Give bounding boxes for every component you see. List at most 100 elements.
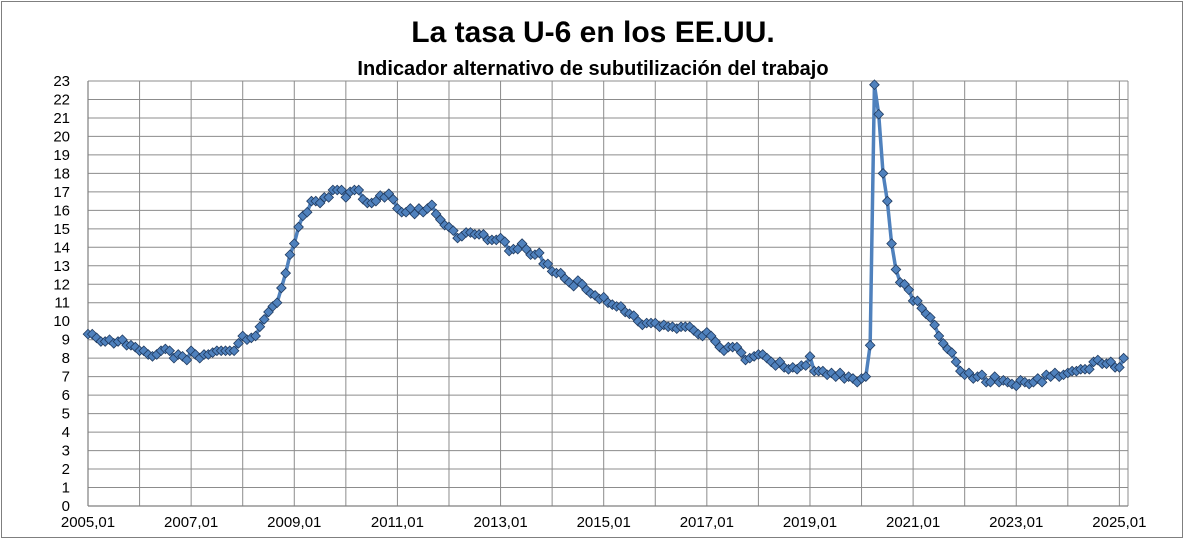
data-point	[847, 373, 859, 384]
y-tick-label: 14	[53, 239, 70, 256]
data-point	[886, 238, 897, 249]
x-tick-label: 2025,01	[1092, 514, 1146, 531]
data-point	[920, 308, 932, 320]
data-point	[301, 206, 313, 218]
data-point	[800, 360, 812, 371]
y-tick-label: 9	[62, 332, 70, 349]
data-point	[912, 295, 923, 307]
y-tick-label: 6	[62, 387, 70, 404]
data-point	[357, 193, 369, 205]
data-point	[542, 258, 554, 270]
y-tick-label: 3	[62, 443, 70, 460]
data-point	[735, 347, 747, 358]
data-point	[447, 225, 459, 237]
x-tick-label: 2013,01	[473, 514, 527, 531]
data-point	[177, 350, 188, 362]
data-point	[873, 108, 885, 120]
data-point	[903, 284, 915, 296]
data-point	[336, 184, 347, 196]
x-tick-label: 2019,01	[783, 514, 837, 531]
x-tick-label: 2021,01	[886, 514, 940, 531]
data-point	[877, 168, 889, 179]
data-point	[869, 79, 880, 91]
chart-subtitle: Indicador alternativo de subutilización …	[357, 58, 829, 80]
y-tick-label: 18	[53, 165, 70, 182]
y-tick-label: 21	[53, 110, 70, 127]
data-point	[250, 330, 261, 342]
data-point	[924, 312, 936, 323]
data-point	[929, 319, 940, 331]
y-tick-label: 11	[54, 295, 70, 312]
data-point	[804, 350, 816, 362]
y-tick-label: 7	[62, 369, 70, 386]
data-point	[288, 238, 300, 249]
y-tick-label: 8	[62, 350, 70, 367]
data-point	[138, 345, 150, 357]
data-point	[1083, 363, 1095, 375]
x-tick-label: 2005,01	[61, 514, 115, 531]
y-tick-label: 15	[53, 221, 70, 238]
y-tick-label: 13	[53, 258, 70, 275]
data-point	[765, 356, 777, 368]
data-point	[271, 297, 283, 309]
data-point	[950, 356, 962, 368]
y-tick-label: 20	[53, 128, 70, 145]
x-tick-label: 2023,01	[989, 514, 1043, 531]
chart-title: La tasa U-6 en los EE.UU.	[411, 16, 775, 49]
data-point	[1118, 352, 1130, 364]
data-point	[817, 365, 829, 377]
x-tick-label: 2011,01	[371, 514, 424, 531]
x-tick-label: 2007,01	[164, 514, 218, 531]
data-point	[91, 332, 102, 344]
y-tick-label: 12	[53, 276, 70, 293]
y-tick-label: 0	[62, 498, 70, 515]
data-point	[164, 345, 175, 357]
data-point	[589, 289, 601, 301]
y-tick-label: 2	[62, 461, 70, 478]
y-tick-label: 10	[53, 313, 70, 330]
data-point	[881, 195, 893, 207]
data-point	[276, 282, 287, 294]
data-point	[1114, 362, 1125, 373]
data-point	[426, 199, 438, 211]
y-tick-label: 17	[53, 184, 70, 201]
x-tick-label: 2017,01	[680, 514, 734, 531]
data-point	[499, 236, 511, 248]
data-point	[976, 369, 988, 381]
data-point	[1049, 367, 1061, 379]
data-point	[284, 249, 296, 261]
data-point	[942, 343, 953, 355]
y-tick-label: 23	[53, 73, 70, 90]
data-point	[228, 345, 240, 357]
data-point	[254, 321, 266, 333]
y-tick-label: 1	[62, 480, 70, 497]
y-tick-label: 16	[53, 202, 70, 219]
data-point	[864, 339, 876, 351]
data-point	[181, 354, 193, 366]
data-point	[860, 371, 872, 383]
data-point	[933, 330, 945, 342]
data-point	[533, 247, 545, 259]
data-point	[280, 267, 292, 279]
data-point	[323, 192, 335, 203]
data-point	[413, 203, 425, 214]
data-point	[946, 347, 958, 358]
data-point	[233, 338, 244, 349]
y-tick-label: 19	[53, 147, 70, 164]
data-point	[826, 367, 837, 379]
data-point	[353, 184, 365, 196]
y-tick-label: 4	[62, 424, 70, 441]
y-tick-label: 5	[62, 406, 70, 423]
data-point	[185, 345, 197, 357]
data-point	[293, 221, 304, 233]
x-tick-label: 2009,01	[267, 514, 321, 531]
data-point	[387, 193, 399, 205]
y-tick-label: 22	[53, 91, 70, 108]
x-tick-label: 2015,01	[577, 514, 631, 531]
data-point	[258, 314, 270, 325]
data-point	[890, 264, 902, 275]
data-point	[688, 325, 700, 336]
